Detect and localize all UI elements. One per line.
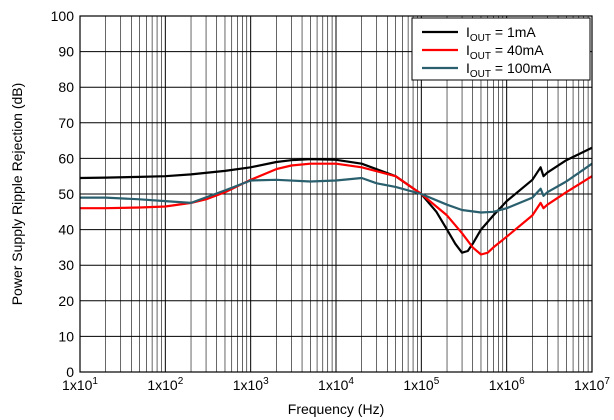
y-tick-label: 20 bbox=[58, 293, 74, 309]
y-tick-label: 0 bbox=[66, 364, 74, 380]
y-tick-label: 60 bbox=[58, 150, 74, 166]
y-tick-label: 40 bbox=[58, 222, 74, 238]
y-tick-label: 100 bbox=[51, 8, 75, 24]
y-tick-label: 90 bbox=[58, 44, 74, 60]
legend-entry: IOUT = 100mA bbox=[466, 60, 552, 80]
y-tick-label: 50 bbox=[58, 186, 74, 202]
x-tick-label: 1x105 bbox=[403, 376, 439, 393]
y-tick-label: 30 bbox=[58, 257, 74, 273]
x-axis-title: Frequency (Hz) bbox=[288, 401, 384, 417]
y-axis-title: Power Supply Ripple Rejection (dB) bbox=[9, 83, 25, 306]
legend-entry: IOUT = 40mA bbox=[466, 42, 544, 62]
x-tick-label: 1x107 bbox=[574, 376, 610, 393]
x-tick-label: 1x101 bbox=[62, 376, 98, 393]
series-layer bbox=[79, 146, 593, 256]
x-axis-ticks: 1x101 1x102 1x103 1x104 1x105 1x106 1x107 bbox=[62, 376, 610, 393]
y-tick-label: 70 bbox=[58, 115, 74, 131]
x-tick-label: 1x103 bbox=[233, 376, 269, 393]
legend-entry: IOUT = 1mA bbox=[466, 24, 536, 44]
series-line-3 bbox=[80, 162, 593, 214]
x-tick-label: 1x106 bbox=[489, 376, 525, 393]
x-tick-label: 1x102 bbox=[147, 376, 183, 393]
y-tick-label: 10 bbox=[58, 328, 74, 344]
y-axis-ticks: 0 10 20 30 40 50 60 70 80 90 100 bbox=[51, 8, 75, 380]
series-line-1 bbox=[79, 146, 593, 254]
plot-frame bbox=[79, 15, 593, 373]
y-tick-label: 80 bbox=[58, 79, 74, 95]
x-tick-label: 1x104 bbox=[318, 376, 354, 393]
